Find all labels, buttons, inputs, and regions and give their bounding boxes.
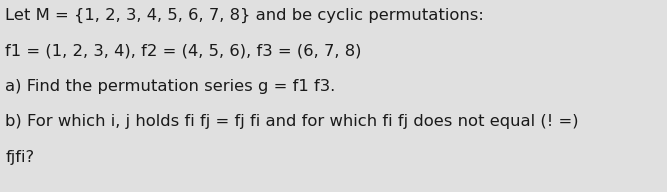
Text: Let M = {1, 2, 3, 4, 5, 6, 7, 8} and be cyclic permutations:: Let M = {1, 2, 3, 4, 5, 6, 7, 8} and be … bbox=[5, 8, 484, 23]
Text: fjfi?: fjfi? bbox=[5, 150, 35, 165]
Text: b) For which i, j holds fi fj = fj fi and for which fi fj does not equal (! =): b) For which i, j holds fi fj = fj fi an… bbox=[5, 114, 579, 129]
Text: f1 = (1, 2, 3, 4), f2 = (4, 5, 6), f3 = (6, 7, 8): f1 = (1, 2, 3, 4), f2 = (4, 5, 6), f3 = … bbox=[5, 43, 362, 58]
Text: a) Find the permutation series g = f1 f3.: a) Find the permutation series g = f1 f3… bbox=[5, 79, 336, 94]
